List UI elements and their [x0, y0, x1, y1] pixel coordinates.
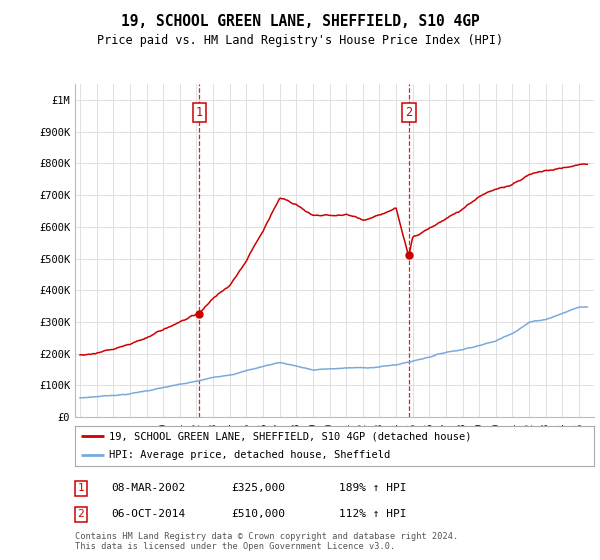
Text: 19, SCHOOL GREEN LANE, SHEFFIELD, S10 4GP: 19, SCHOOL GREEN LANE, SHEFFIELD, S10 4G… — [121, 14, 479, 29]
Text: £325,000: £325,000 — [231, 483, 285, 493]
Text: 112% ↑ HPI: 112% ↑ HPI — [339, 509, 407, 519]
Text: 1: 1 — [196, 106, 203, 119]
Text: 1: 1 — [77, 483, 85, 493]
Text: 2: 2 — [77, 509, 85, 519]
Text: This data is licensed under the Open Government Licence v3.0.: This data is licensed under the Open Gov… — [75, 542, 395, 551]
Text: Price paid vs. HM Land Registry's House Price Index (HPI): Price paid vs. HM Land Registry's House … — [97, 34, 503, 47]
Text: 08-MAR-2002: 08-MAR-2002 — [111, 483, 185, 493]
Text: 19, SCHOOL GREEN LANE, SHEFFIELD, S10 4GP (detached house): 19, SCHOOL GREEN LANE, SHEFFIELD, S10 4G… — [109, 432, 471, 441]
Text: 06-OCT-2014: 06-OCT-2014 — [111, 509, 185, 519]
Text: HPI: Average price, detached house, Sheffield: HPI: Average price, detached house, Shef… — [109, 450, 390, 460]
Text: 189% ↑ HPI: 189% ↑ HPI — [339, 483, 407, 493]
Text: Contains HM Land Registry data © Crown copyright and database right 2024.: Contains HM Land Registry data © Crown c… — [75, 532, 458, 541]
Text: 2: 2 — [405, 106, 412, 119]
Text: £510,000: £510,000 — [231, 509, 285, 519]
